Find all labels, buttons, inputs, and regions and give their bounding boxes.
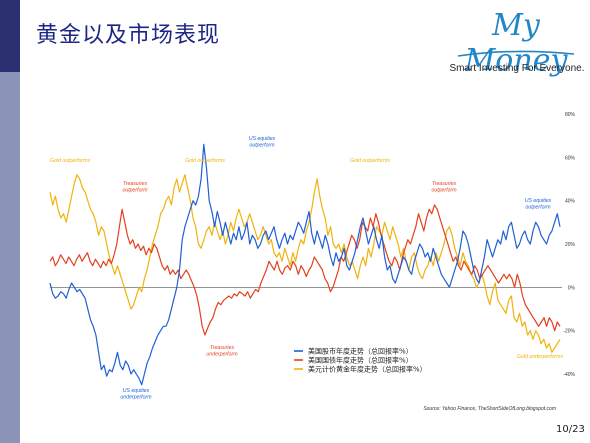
legend-label: 美国股市年度走势（总回报率%） <box>308 347 413 356</box>
annotation-label: Gold underperforms <box>517 354 564 360</box>
legend-label: 美元计价黄金年度走势（总回报率%） <box>308 365 427 374</box>
series-line-gold <box>49 174 561 353</box>
logo-brand: My Money <box>464 8 568 78</box>
annotation-label: Gold outperforms <box>185 158 225 164</box>
y-tick-label: -40% <box>563 372 575 378</box>
side-bar-accent <box>0 0 20 72</box>
y-tick-label: 20% <box>565 242 576 248</box>
legend-label: 美国国债年度走势（总回报率%） <box>308 356 413 365</box>
y-tick-label: -20% <box>563 329 575 335</box>
annotation-label: Gold outperforms <box>50 158 90 164</box>
logo: My Money Smart Investing For Everyone. <box>449 8 584 80</box>
chart-source: Source: Yahoo Finance, TheShortSideOfLon… <box>423 406 556 412</box>
y-tick-label: 40% <box>565 199 576 205</box>
annotation-label: Treasuries underperform <box>206 345 238 358</box>
annotation-label: US equities underperform <box>120 388 152 401</box>
annotation-label: Treasuries outperform <box>431 181 457 194</box>
series-line-stocks <box>49 143 561 386</box>
side-bar <box>0 0 20 443</box>
series-line-bonds <box>49 204 561 336</box>
logo-swoosh-icon <box>457 50 575 57</box>
y-tick-label: 80% <box>565 112 576 118</box>
logo-tagline: Smart Investing For Everyone. <box>449 63 585 74</box>
page-number: 10/23 <box>556 424 585 435</box>
y-tick-label: 0% <box>568 285 576 291</box>
annotation-label: US equities outperform <box>525 198 552 211</box>
annotation-label: US equities outperform <box>249 136 276 149</box>
annotation-label: Gold outperforms <box>350 158 390 164</box>
y-tick-label: 60% <box>565 155 576 161</box>
annotation-label: Treasuries outperform <box>122 181 148 194</box>
plot-area: 80% 60% 40% 20% 0% -20% -40% Gold outperforms Tr… <box>49 112 576 412</box>
slide-title: 黄金以及市场表现 <box>36 23 221 48</box>
